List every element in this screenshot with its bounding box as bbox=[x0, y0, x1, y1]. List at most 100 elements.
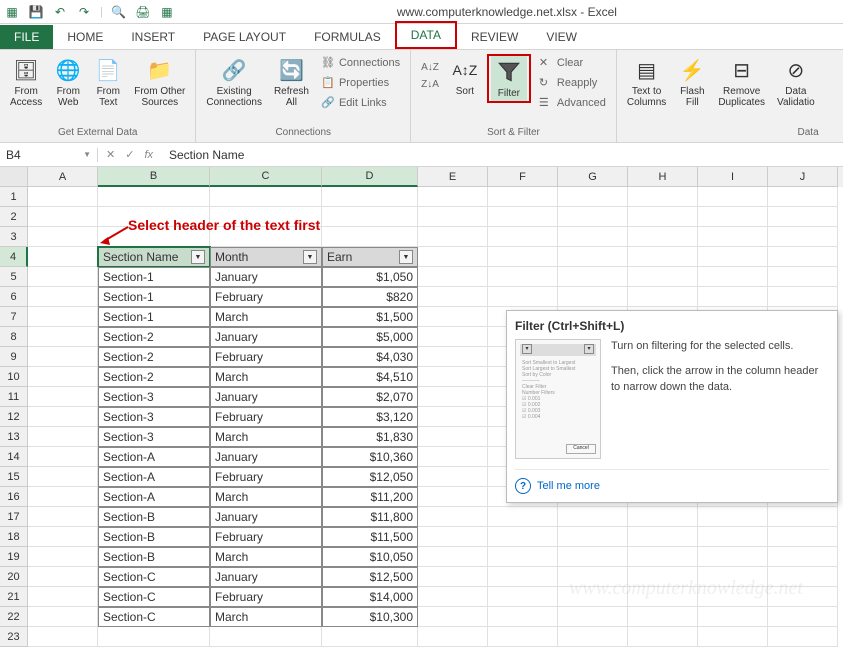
cell[interactable]: March bbox=[210, 367, 322, 387]
cell[interactable] bbox=[418, 327, 488, 347]
cell[interactable] bbox=[322, 207, 418, 227]
cell[interactable] bbox=[488, 567, 558, 587]
cell[interactable]: Section-1 bbox=[98, 307, 210, 327]
cell[interactable] bbox=[768, 527, 838, 547]
properties-button[interactable]: 📋Properties bbox=[317, 74, 404, 92]
cell[interactable] bbox=[558, 587, 628, 607]
cell[interactable] bbox=[28, 267, 98, 287]
cell[interactable] bbox=[28, 547, 98, 567]
col-header-f[interactable]: F bbox=[488, 167, 558, 187]
col-header-j[interactable]: J bbox=[768, 167, 838, 187]
cell[interactable] bbox=[28, 627, 98, 647]
row-header[interactable]: 18 bbox=[0, 527, 28, 547]
tell-me-more-link[interactable]: ? Tell me more bbox=[515, 469, 829, 494]
tab-formulas[interactable]: FORMULAS bbox=[300, 25, 395, 49]
cell[interactable] bbox=[28, 527, 98, 547]
cell[interactable] bbox=[558, 627, 628, 647]
tab-file[interactable]: FILE bbox=[0, 25, 53, 49]
cell[interactable] bbox=[628, 587, 698, 607]
cell[interactable] bbox=[628, 607, 698, 627]
cell[interactable] bbox=[628, 227, 698, 247]
cell[interactable] bbox=[418, 307, 488, 327]
row-header[interactable]: 20 bbox=[0, 567, 28, 587]
cell[interactable] bbox=[418, 487, 488, 507]
filter-dropdown-icon[interactable]: ▼ bbox=[303, 250, 317, 264]
cell[interactable] bbox=[418, 247, 488, 267]
cell[interactable] bbox=[488, 607, 558, 627]
row-header[interactable]: 15 bbox=[0, 467, 28, 487]
cell[interactable] bbox=[418, 287, 488, 307]
cell[interactable] bbox=[768, 267, 838, 287]
cell[interactable] bbox=[698, 607, 768, 627]
col-header-h[interactable]: H bbox=[628, 167, 698, 187]
cell[interactable] bbox=[28, 467, 98, 487]
cell[interactable] bbox=[418, 187, 488, 207]
col-header-c[interactable]: C bbox=[210, 167, 322, 187]
table-icon[interactable]: ▦ bbox=[159, 4, 175, 20]
cell[interactable]: Section-2 bbox=[98, 347, 210, 367]
row-header[interactable]: 4 bbox=[0, 247, 28, 267]
cell[interactable] bbox=[628, 247, 698, 267]
cell[interactable] bbox=[488, 507, 558, 527]
cell[interactable] bbox=[628, 187, 698, 207]
edit-links-button[interactable]: 🔗Edit Links bbox=[317, 94, 404, 112]
col-header-g[interactable]: G bbox=[558, 167, 628, 187]
cell[interactable]: March bbox=[210, 547, 322, 567]
tab-insert[interactable]: INSERT bbox=[117, 25, 189, 49]
cell[interactable] bbox=[698, 507, 768, 527]
cancel-icon[interactable]: ✕ bbox=[106, 148, 115, 161]
cell[interactable]: Section-B bbox=[98, 527, 210, 547]
cell[interactable] bbox=[28, 227, 98, 247]
clear-button[interactable]: ✕Clear bbox=[535, 54, 610, 72]
cell[interactable]: $11,800 bbox=[322, 507, 418, 527]
cell[interactable]: Section-1 bbox=[98, 267, 210, 287]
cell[interactable] bbox=[698, 267, 768, 287]
cell[interactable]: Section-1 bbox=[98, 287, 210, 307]
row-header[interactable]: 2 bbox=[0, 207, 28, 227]
cell[interactable]: Section Name▼ bbox=[98, 247, 210, 267]
filter-button[interactable]: Filter bbox=[491, 56, 527, 101]
row-header[interactable]: 21 bbox=[0, 587, 28, 607]
cell[interactable] bbox=[488, 267, 558, 287]
from-other-button[interactable]: 📁From OtherSources bbox=[130, 54, 189, 110]
cell[interactable]: Section-C bbox=[98, 567, 210, 587]
cell[interactable] bbox=[698, 287, 768, 307]
col-header-a[interactable]: A bbox=[28, 167, 98, 187]
cell[interactable]: Section-A bbox=[98, 447, 210, 467]
name-box[interactable]: B4▼ bbox=[0, 148, 98, 162]
cell[interactable] bbox=[768, 287, 838, 307]
cell[interactable]: Month▼ bbox=[210, 247, 322, 267]
cell[interactable] bbox=[418, 207, 488, 227]
cell[interactable]: Earn▼ bbox=[322, 247, 418, 267]
cell[interactable]: January bbox=[210, 447, 322, 467]
tab-view[interactable]: VIEW bbox=[532, 25, 591, 49]
cell[interactable] bbox=[418, 367, 488, 387]
cell[interactable]: Section-C bbox=[98, 587, 210, 607]
cell[interactable]: Section-C bbox=[98, 607, 210, 627]
cell[interactable]: Section-3 bbox=[98, 387, 210, 407]
cell[interactable] bbox=[488, 627, 558, 647]
cell[interactable]: Section-2 bbox=[98, 327, 210, 347]
redo-icon[interactable]: ↷ bbox=[76, 4, 92, 20]
filter-dropdown-icon[interactable]: ▼ bbox=[191, 250, 205, 264]
data-validation-button[interactable]: ⊘DataValidatio bbox=[773, 54, 819, 110]
cell[interactable] bbox=[418, 587, 488, 607]
cell[interactable]: Section-A bbox=[98, 467, 210, 487]
cell[interactable] bbox=[558, 207, 628, 227]
row-header[interactable]: 7 bbox=[0, 307, 28, 327]
row-header[interactable]: 10 bbox=[0, 367, 28, 387]
cell[interactable]: February bbox=[210, 527, 322, 547]
text-to-columns-button[interactable]: ▤Text toColumns bbox=[623, 54, 670, 110]
cell[interactable] bbox=[98, 627, 210, 647]
cell[interactable] bbox=[28, 607, 98, 627]
row-header[interactable]: 12 bbox=[0, 407, 28, 427]
flash-fill-button[interactable]: ⚡FlashFill bbox=[674, 54, 710, 110]
cell[interactable] bbox=[698, 527, 768, 547]
cell[interactable] bbox=[628, 507, 698, 527]
cell[interactable] bbox=[768, 187, 838, 207]
row-header[interactable]: 6 bbox=[0, 287, 28, 307]
cell[interactable]: $1,500 bbox=[322, 307, 418, 327]
sort-za-button[interactable]: Z↓A bbox=[417, 77, 443, 92]
cell[interactable] bbox=[418, 347, 488, 367]
cell[interactable] bbox=[768, 607, 838, 627]
